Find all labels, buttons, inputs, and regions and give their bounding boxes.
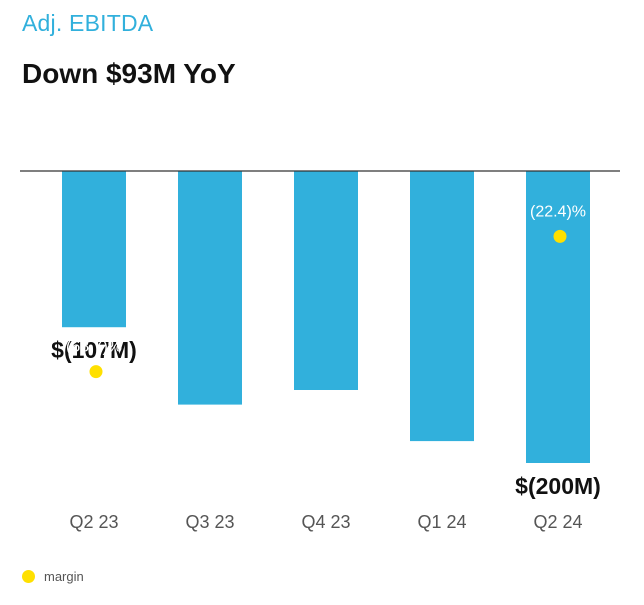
bar-0 (62, 171, 126, 328)
x-tick-label-0: Q2 23 (69, 512, 118, 532)
bar-2 (294, 171, 358, 390)
chart-headline: Down $93M YoY (22, 58, 236, 89)
bar-4 (526, 171, 590, 463)
margin-label-4: (22.4)% (530, 203, 586, 220)
value-label-0: $(107M) (51, 337, 137, 363)
value-label-4: $(200M) (515, 473, 601, 499)
x-tick-label-2: Q4 23 (301, 512, 350, 532)
legend-margin-marker (22, 570, 35, 583)
legend-margin-label: margin (44, 569, 84, 584)
chart-kicker: Adj. EBITDA (22, 10, 154, 36)
x-tick-label-1: Q3 23 (185, 512, 234, 532)
ebitda-bar-chart: Q2 23 $(107M)(68.7)% Q3 23 Q4 23 Q1 24 Q2 24 $… (20, 170, 620, 532)
margin-label-0: (68.7)% (66, 339, 122, 356)
bar-3 (410, 171, 474, 442)
bar-1 (178, 171, 242, 405)
x-tick-label-3: Q1 24 (417, 512, 466, 532)
legend: margin (22, 569, 84, 584)
margin-marker-4 (553, 229, 567, 243)
margin-marker-0 (89, 365, 103, 379)
x-tick-label-4: Q2 24 (533, 512, 582, 532)
